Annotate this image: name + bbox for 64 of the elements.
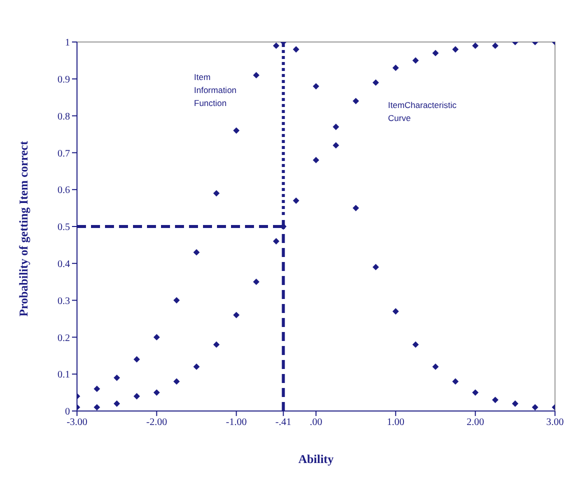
point <box>153 389 160 396</box>
point <box>332 142 340 149</box>
point <box>352 98 360 104</box>
point <box>114 400 120 407</box>
point <box>153 334 160 340</box>
point <box>392 308 399 315</box>
point <box>332 124 340 130</box>
point <box>472 42 479 49</box>
point <box>312 156 320 164</box>
point <box>114 374 120 381</box>
point <box>292 46 300 53</box>
x-tick-label: -.41 <box>275 417 292 428</box>
y-tick-label: 0.4 <box>58 258 70 270</box>
point <box>94 386 100 392</box>
point <box>372 79 379 86</box>
point <box>372 264 379 270</box>
point <box>233 312 240 318</box>
point <box>412 57 419 64</box>
y-tick-label: 0.3 <box>58 296 70 307</box>
point <box>512 400 518 407</box>
x-tick-label: 3.00 <box>546 417 564 428</box>
point <box>173 297 180 304</box>
point <box>233 127 240 134</box>
point <box>412 341 419 348</box>
point <box>213 190 220 196</box>
point <box>213 341 220 348</box>
annotation: ItemCharacteristic Curve <box>388 100 458 123</box>
point <box>392 64 399 72</box>
point <box>452 378 459 385</box>
point <box>193 249 200 256</box>
point <box>352 204 360 212</box>
point <box>94 404 100 411</box>
point <box>292 197 300 204</box>
point <box>134 393 140 400</box>
x-tick-label: -2.00 <box>146 417 168 428</box>
y-tick-label: 0.2 <box>58 332 70 344</box>
point <box>452 46 459 53</box>
y-tick-label: 1 <box>65 38 70 49</box>
y-tick-label: 0.9 <box>58 74 70 86</box>
y-tick-label: 0.8 <box>58 111 70 122</box>
x-tick-label: -3.00 <box>66 417 88 428</box>
point <box>272 42 280 49</box>
y-tick-label: 0.7 <box>58 148 70 160</box>
y-tick-label: 0.5 <box>58 222 70 234</box>
x-tick-label: .00 <box>310 417 322 428</box>
point <box>472 389 479 396</box>
point <box>492 42 498 49</box>
y-tick-label: 0.1 <box>58 370 70 381</box>
point <box>253 278 260 286</box>
point <box>532 404 538 411</box>
point <box>492 396 498 404</box>
y-axis-title: Probability of getting Item correct <box>16 140 30 316</box>
x-tick-label: 2.00 <box>466 417 484 428</box>
y-tick-label: 0 <box>65 406 70 418</box>
annotation: Item Information Function <box>194 72 237 108</box>
x-tick-label: -1.00 <box>226 417 247 428</box>
point <box>253 72 260 78</box>
point <box>272 238 280 244</box>
y-tick-label: 0.6 <box>58 185 70 196</box>
point <box>432 50 439 56</box>
x-tick-label: 1.00 <box>386 417 404 428</box>
point <box>134 356 140 363</box>
x-axis-title: Ability <box>298 452 334 466</box>
point <box>173 378 180 385</box>
